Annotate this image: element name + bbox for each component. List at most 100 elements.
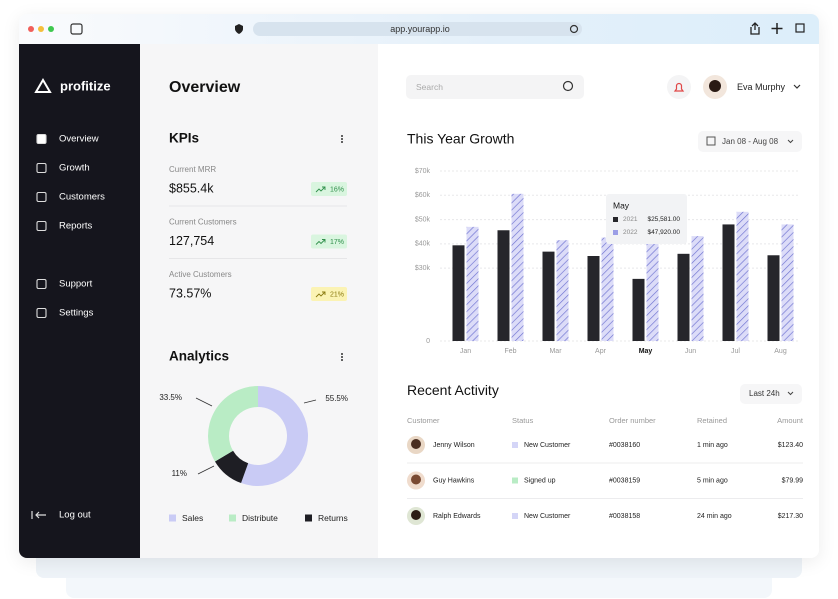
more-icon[interactable] [341,353,343,355]
more-icon[interactable] [341,141,343,143]
nav-item[interactable]: Reports [59,221,93,232]
x-tick-label: Apr [595,348,607,355]
donut-segment [241,386,309,486]
more-icon[interactable] [341,359,343,361]
search-icon[interactable] [562,80,574,92]
reload-icon[interactable] [569,24,579,34]
bar [691,236,704,341]
donut-segment [214,450,249,484]
logout[interactable]: Log out [59,510,91,521]
kpi-change: 17% [330,239,344,246]
more-icon[interactable] [341,135,343,137]
tooltip [606,194,687,244]
nav-item[interactable]: Support [59,279,93,290]
table-cell: Jenny Wilson [433,442,475,449]
status-dot [512,442,518,448]
tabs-icon[interactable] [795,23,805,33]
search-placeholder[interactable]: Search [416,82,443,92]
new-tab-icon[interactable] [771,23,783,34]
tooltip-swatch [613,217,618,222]
x-tick-label: Mar [549,348,562,355]
y-tick-label: $60k [415,192,431,199]
brand-logo [34,78,52,93]
table-cell: #0038159 [609,477,640,484]
tooltip-series: 2021 [623,216,638,223]
column-header: Retained [697,416,727,425]
nav-item[interactable]: Growth [59,163,90,174]
donut-label: 11% [172,469,187,478]
range-pill[interactable] [740,384,802,404]
window [19,14,819,558]
x-tick-label: May [639,348,653,355]
user-menu-caret[interactable] [793,84,801,89]
more-icon[interactable] [341,138,343,140]
x-tick-label: Aug [774,348,787,355]
range-label[interactable]: Last 24h [749,389,780,398]
legend-label: Sales [182,513,203,523]
tooltip-value: $25,581.00 [647,216,680,223]
column-header: Amount [777,416,804,425]
window-dot[interactable] [28,26,34,32]
kpi-change: 16% [330,186,344,193]
nav-icon[interactable] [36,278,47,290]
leader-line [197,465,215,475]
nav-item[interactable]: Overview [59,134,99,145]
kpi-label: Current Customers [169,218,237,227]
caret[interactable] [787,139,794,144]
customer-avatar-face [411,510,421,520]
bell-button[interactable] [667,75,691,99]
column-header: Order number [609,416,656,425]
y-tick-label: 0 [426,338,430,345]
kpi-label: Active Customers [169,270,232,279]
window-dot[interactable] [38,26,44,32]
x-tick-label: Jun [685,348,696,355]
sidebar-icon[interactable] [70,23,83,35]
nav-icon[interactable] [36,162,47,174]
bar [511,193,524,341]
table-cell: Ralph Edwards [433,513,481,520]
caret[interactable] [787,391,794,396]
table-cell: Signed up [524,477,556,484]
x-tick-label: Jul [731,348,740,355]
url-text: app.yourapp.io [390,24,450,34]
window-dot[interactable] [48,26,54,32]
x-tick-label: Jan [460,348,471,355]
nav-icon[interactable] [36,191,47,203]
date-range[interactable]: Jan 08 - Aug 08 [722,137,779,146]
logout-icon[interactable] [31,511,46,519]
bar [632,278,645,341]
section-title: Recent Activity [407,382,499,398]
status-dot [512,477,518,484]
bar [646,224,659,341]
kpi-value: 73.57% [169,286,211,300]
nav-item[interactable]: Customers [59,192,105,203]
share-icon[interactable] [750,22,760,35]
y-tick-label: $40k [415,241,431,248]
date-range-pill[interactable] [698,131,802,152]
more-icon[interactable] [341,356,343,358]
bar [542,251,555,341]
bar [497,230,510,341]
section-title: Analytics [169,349,229,364]
legend-label: Distribute [242,513,278,523]
bar [452,245,465,341]
search-box[interactable] [406,75,584,99]
nav-item[interactable]: Settings [59,308,94,319]
table-cell: $123.40 [778,442,803,449]
sidebar [19,44,140,558]
nav-icon[interactable] [36,220,47,232]
nav-icon[interactable] [36,133,47,145]
table-cell: New Customer [524,442,571,449]
nav-icon[interactable] [36,307,47,319]
legend-swatch [169,514,176,522]
bar [466,226,479,341]
kpi-badge [311,234,347,249]
url-bar[interactable] [253,22,582,36]
customer-avatar-face [411,439,421,449]
user-name[interactable]: Eva Murphy [737,82,786,92]
y-tick-label: $70k [415,168,431,175]
tooltip-swatch [613,230,618,235]
bar [781,224,794,341]
bar [677,253,690,341]
